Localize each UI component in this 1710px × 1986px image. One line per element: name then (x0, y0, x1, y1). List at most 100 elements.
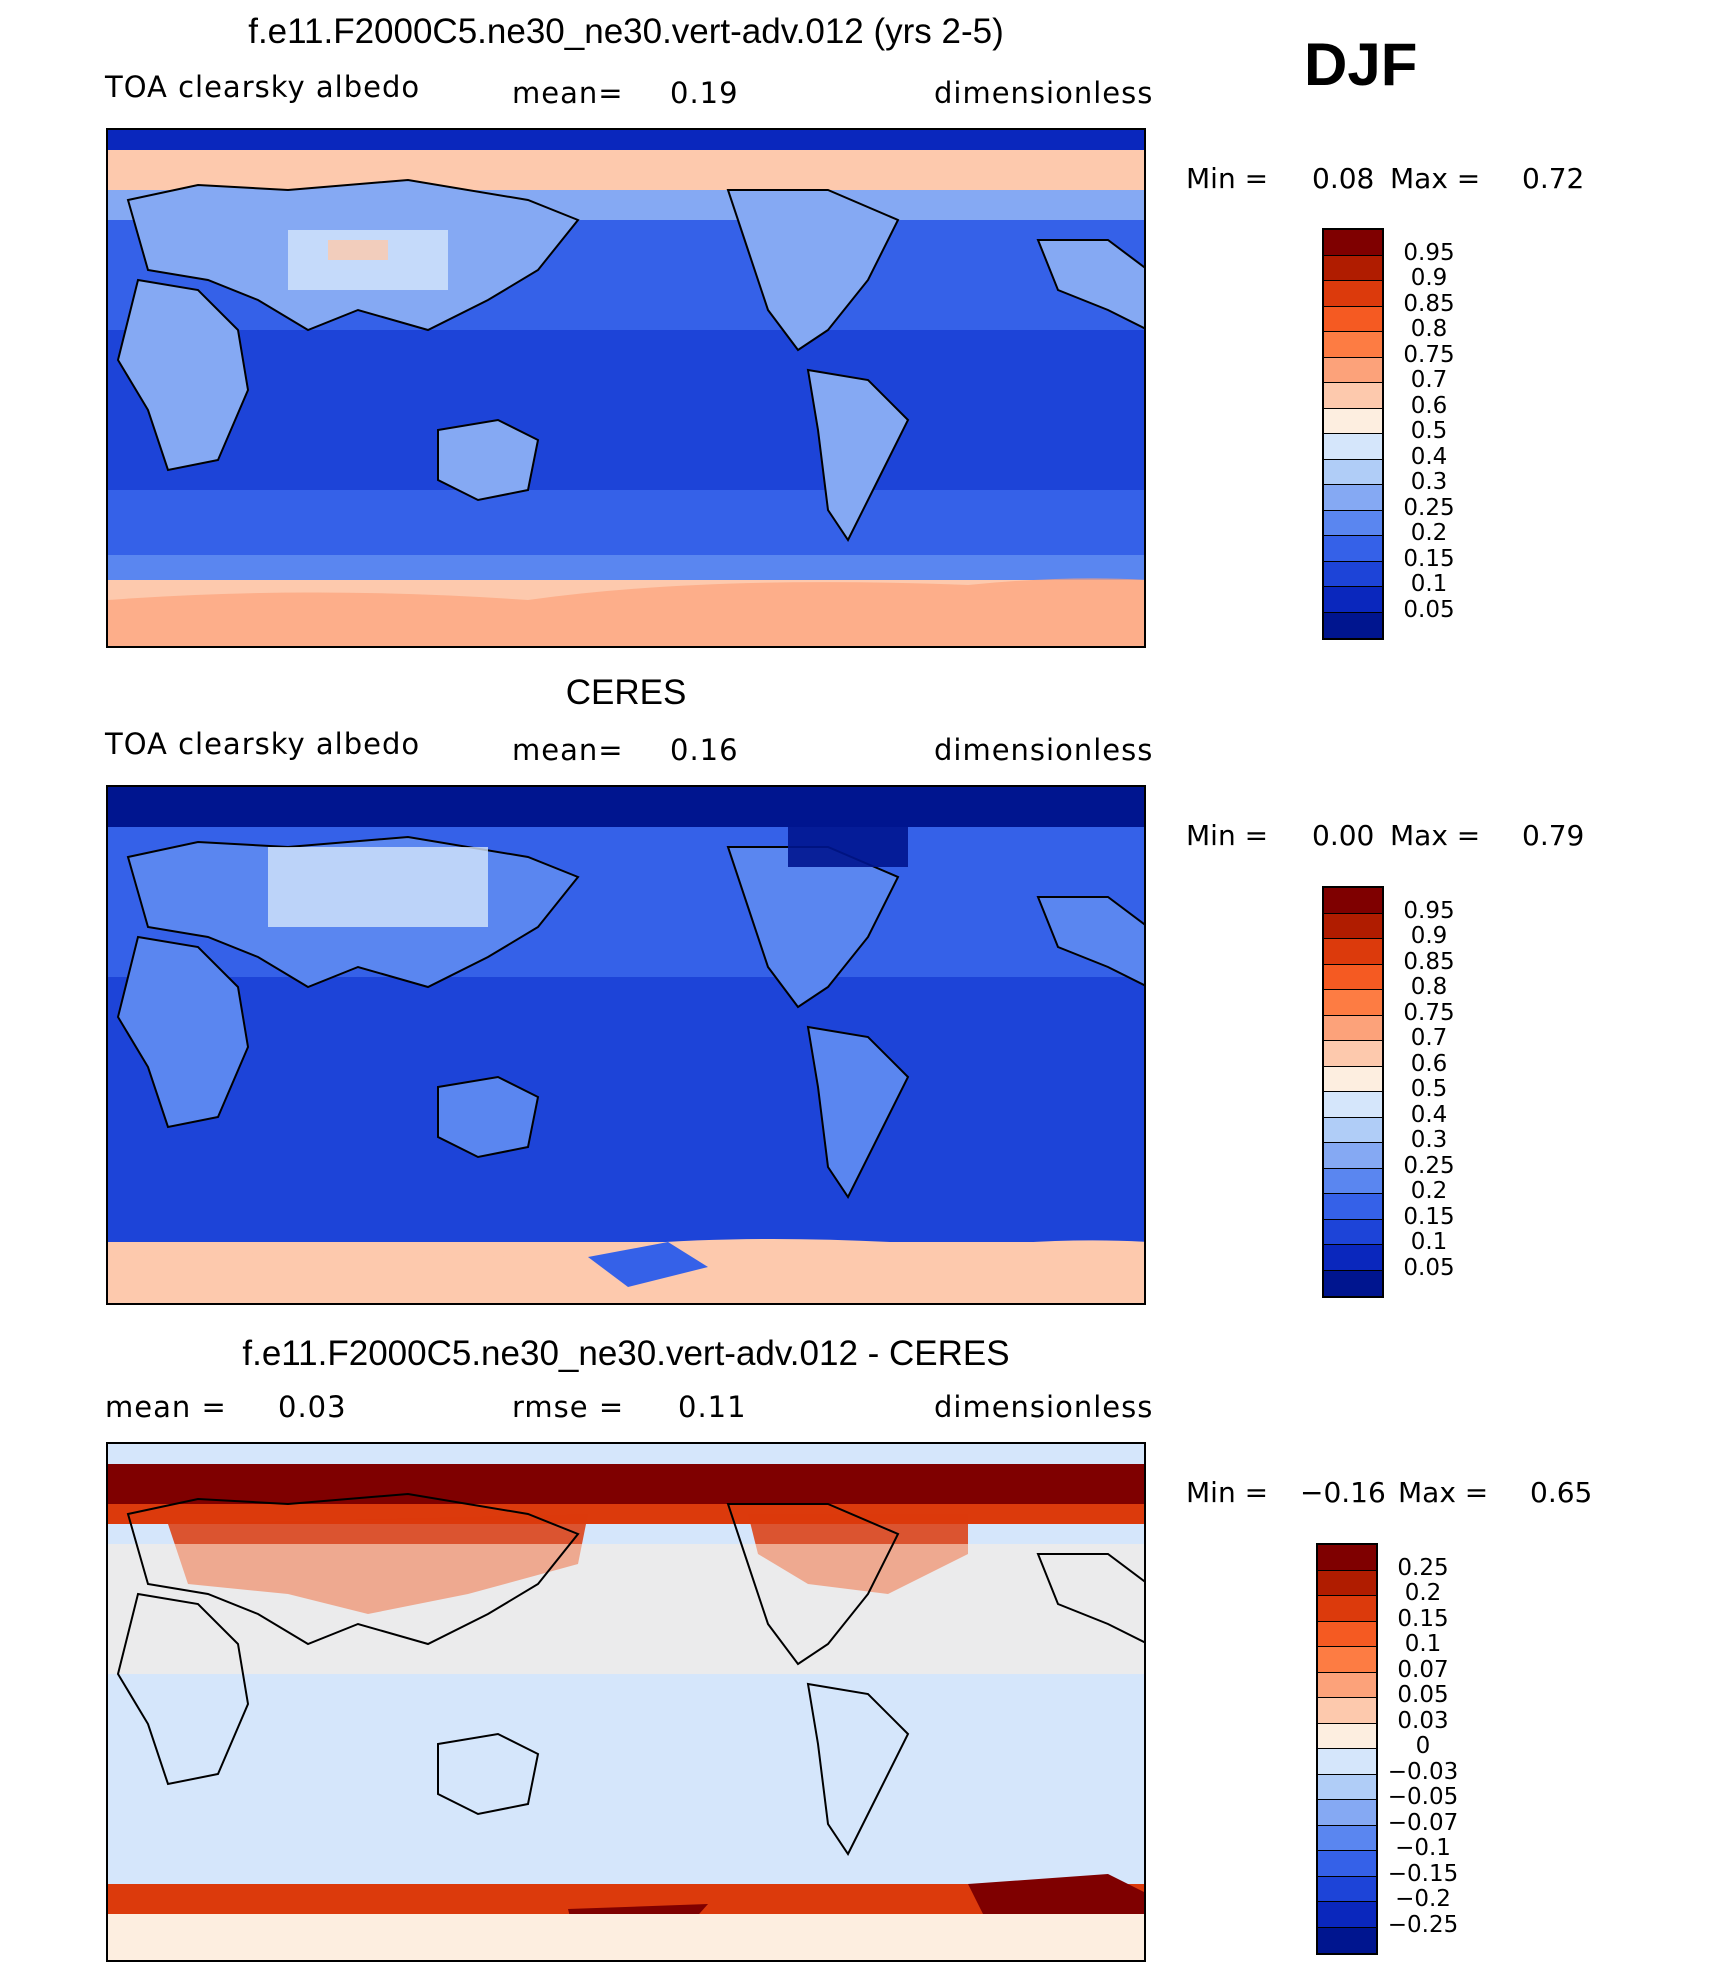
colorbar-tick-label: 0.8 (1410, 316, 1448, 342)
panel2-units: dimensionless (934, 733, 1154, 767)
colorbar-swatch (1318, 1698, 1376, 1724)
colorbar-tick-label: 0.2 (1404, 1580, 1442, 1606)
panel1-min-label: Min = (1186, 162, 1269, 195)
colorbar-swatch (1324, 510, 1382, 536)
colorbar-swatch (1324, 1092, 1382, 1118)
colorbar-tick-label: −0.25 (1387, 1911, 1459, 1938)
panel3-min-label: Min = (1186, 1476, 1269, 1509)
colorbar-tick-label: 0.15 (1397, 1605, 1449, 1632)
panel3-title: f.e11.F2000C5.ne30_ne30.vert-adv.012 - C… (242, 1334, 1010, 1373)
colorbar-tick-label: 0.95 (1403, 239, 1455, 266)
colorbar-tick-label: −0.07 (1387, 1809, 1459, 1836)
colorbar-tick-label: 0.4 (1410, 443, 1448, 470)
colorbar-swatch (1324, 408, 1382, 434)
panel2-max-label: Max = (1390, 819, 1481, 852)
panel2-colorbar (1322, 886, 1384, 1298)
colorbar-tick-label: 0.03 (1397, 1707, 1449, 1734)
panel1-min-value: 0.08 (1312, 162, 1375, 195)
colorbar-tick-label: −0.2 (1395, 1886, 1451, 1912)
colorbar-swatch (1324, 939, 1382, 965)
colorbar-tick-label: 0.15 (1403, 545, 1455, 572)
colorbar-swatch (1324, 332, 1382, 358)
colorbar-swatch (1318, 1825, 1376, 1851)
colorbar-tick-label: 0.8 (1410, 974, 1448, 1000)
panel3-mean-label: mean = (105, 1390, 227, 1424)
colorbar-swatch (1324, 485, 1382, 511)
colorbar-swatch (1318, 1596, 1376, 1622)
colorbar-tick-label: 0.1 (1410, 1229, 1448, 1255)
panel2-variable-label: TOA clearsky albedo (105, 727, 421, 761)
colorbar-tick-label: 0.5 (1410, 1076, 1448, 1102)
colorbar-tick-label: 0.85 (1403, 290, 1455, 317)
colorbar-swatch (1324, 434, 1382, 460)
colorbar-tick-label: 0.25 (1403, 1152, 1455, 1179)
colorbar-swatch (1318, 1749, 1376, 1775)
colorbar-tick-label: 0.75 (1403, 999, 1455, 1026)
colorbar-tick-label: 0.5 (1410, 418, 1448, 444)
colorbar-tick-label: 0.6 (1410, 392, 1448, 419)
panel1-map (106, 128, 1146, 648)
panel3-colorbar (1316, 1543, 1378, 1955)
colorbar-swatch (1324, 913, 1382, 939)
colorbar-swatch (1318, 1876, 1376, 1902)
colorbar-swatch (1318, 1723, 1376, 1749)
colorbar-tick-label: 0.1 (1410, 571, 1448, 597)
colorbar-swatch (1324, 561, 1382, 587)
colorbar-tick-label: 0.05 (1403, 596, 1455, 623)
colorbar-tick-label: 0.7 (1410, 1025, 1448, 1051)
colorbar-tick-label: 0.05 (1403, 1254, 1455, 1281)
colorbar-swatch (1324, 990, 1382, 1016)
panel1-units: dimensionless (934, 76, 1154, 110)
colorbar-tick-label: 0.07 (1397, 1656, 1449, 1683)
colorbar-tick-label: 0.25 (1397, 1554, 1449, 1581)
panel3-max-value: 0.65 (1530, 1476, 1593, 1509)
colorbar-swatch (1324, 1117, 1382, 1143)
season-label: DJF (1304, 31, 1418, 98)
colorbar-swatch (1324, 1041, 1382, 1067)
panel1-variable-label: TOA clearsky albedo (105, 70, 421, 104)
panel2-mean-label: mean= (512, 733, 624, 767)
colorbar-swatch (1324, 1015, 1382, 1041)
panel2-title: CERES (565, 673, 687, 712)
colorbar-swatch (1324, 1270, 1382, 1296)
colorbar-tick-label: −0.15 (1387, 1860, 1459, 1887)
colorbar-tick-label: 0.05 (1397, 1682, 1449, 1708)
colorbar-swatch (1324, 281, 1382, 307)
colorbar-tick-label: 0.9 (1410, 923, 1448, 949)
colorbar-swatch (1324, 1219, 1382, 1245)
colorbar-swatch (1324, 612, 1382, 638)
colorbar-swatch (1324, 383, 1382, 409)
colorbar-swatch (1318, 1851, 1376, 1877)
colorbar-swatch (1318, 1570, 1376, 1596)
panel3-units: dimensionless (934, 1390, 1154, 1424)
colorbar-swatch (1318, 1800, 1376, 1826)
colorbar-tick-label: 0.7 (1410, 367, 1448, 393)
panel1-max-value: 0.72 (1522, 162, 1585, 195)
colorbar-swatch (1324, 1143, 1382, 1169)
panel1-title: f.e11.F2000C5.ne30_ne30.vert-adv.012 (yr… (248, 12, 1004, 51)
colorbar-tick-label: −0.1 (1395, 1835, 1451, 1861)
colorbar-tick-label: 0.15 (1403, 1203, 1455, 1230)
colorbar-tick-label: −0.03 (1387, 1758, 1459, 1785)
panel3-rmse-label: rmse = (512, 1390, 625, 1424)
colorbar-tick-label: 0.6 (1410, 1050, 1448, 1077)
panel2-max-value: 0.79 (1522, 819, 1585, 852)
colorbar-tick-label: 0.2 (1410, 520, 1448, 546)
colorbar-tick-label: 0.3 (1410, 1127, 1448, 1153)
panel2-map (106, 785, 1146, 1305)
panel2-min-label: Min = (1186, 819, 1269, 852)
panel3-min-value: −0.16 (1300, 1476, 1386, 1509)
colorbar-tick-label: 0.25 (1403, 494, 1455, 521)
colorbar-swatch (1324, 306, 1382, 332)
colorbar-tick-label: 0.85 (1403, 948, 1455, 975)
colorbar-swatch (1324, 536, 1382, 562)
colorbar-tick-label: 0.75 (1403, 341, 1455, 368)
colorbar-swatch (1318, 1927, 1376, 1953)
colorbar-tick-label: 0.2 (1410, 1178, 1448, 1204)
colorbar-tick-label: 0.9 (1410, 265, 1448, 291)
colorbar-swatch (1324, 1168, 1382, 1194)
panel3-rmse-value: 0.11 (678, 1390, 747, 1424)
panel3-mean-value: 0.03 (278, 1390, 347, 1424)
colorbar-swatch (1324, 1066, 1382, 1092)
colorbar-swatch (1324, 357, 1382, 383)
